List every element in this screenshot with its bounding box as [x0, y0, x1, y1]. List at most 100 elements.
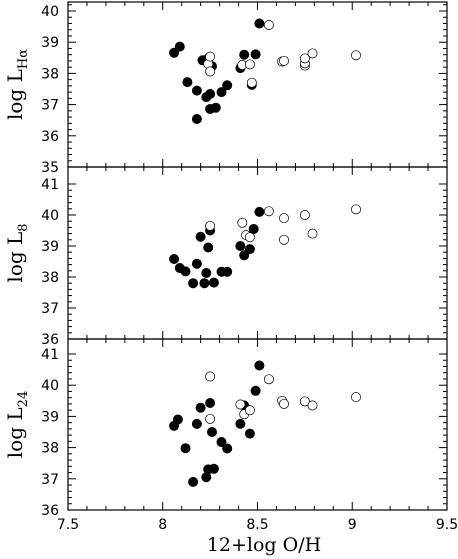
filled-point — [239, 49, 250, 60]
open-point — [263, 20, 274, 30]
y-tick-label: 38 — [41, 441, 59, 457]
filled-point — [199, 278, 210, 289]
x-tick-label: 9 — [348, 517, 357, 533]
filled-point — [235, 240, 246, 251]
filled-point — [203, 242, 214, 253]
y-axis-label-subscript: 8 — [16, 223, 31, 231]
filled-marker-series — [169, 360, 265, 487]
y-axis-label: log LHα — [3, 49, 31, 120]
filled-point — [244, 244, 255, 255]
filled-point — [206, 426, 217, 437]
y-axis-label-main: log L — [3, 232, 27, 283]
open-point — [351, 50, 361, 61]
filled-point — [191, 418, 202, 429]
open-point — [351, 392, 361, 403]
y-axis-label-subscript: 24 — [16, 391, 31, 408]
y-axis-label-main: log L — [3, 69, 27, 120]
x-tick-label: 7.5 — [57, 517, 79, 533]
open-marker-series — [203, 20, 361, 88]
filled-point — [188, 278, 199, 289]
open-point — [244, 59, 255, 70]
y-axis-label: log L8 — [3, 223, 31, 282]
x-ticks — [67, 2, 448, 167]
panel-2: 36 37 38 39 40 41 log L8 — [3, 166, 448, 348]
filled-point — [216, 436, 227, 447]
y-ticks — [68, 183, 447, 340]
open-point — [299, 396, 310, 407]
filled-point — [191, 114, 202, 125]
filled-point — [216, 87, 227, 98]
y-axis-label-subscript: Hα — [16, 49, 31, 69]
x-tick-label: 8.5 — [246, 517, 268, 533]
y-tick-label: 38 — [41, 66, 59, 82]
y-tick-label: 40 — [41, 378, 59, 394]
filled-point — [169, 253, 180, 264]
open-point — [263, 206, 274, 217]
y-tick-label: 37 — [41, 301, 59, 317]
filled-point — [250, 385, 261, 396]
y-tick-label: 40 — [41, 208, 59, 224]
y-tick-label: 38 — [41, 270, 59, 286]
panel-3: 36 37 38 39 40 41 log L24 — [3, 338, 448, 519]
y-tick-label: 39 — [41, 409, 59, 425]
filled-point — [248, 223, 259, 234]
y-tick-label: 40 — [41, 4, 59, 20]
filled-point — [191, 258, 202, 269]
y-tick-label: 36 — [41, 129, 59, 145]
filled-point — [172, 414, 183, 425]
filled-point — [244, 428, 255, 439]
filled-point — [254, 206, 265, 217]
open-point — [279, 55, 289, 66]
open-point — [244, 232, 255, 243]
open-point — [205, 371, 216, 382]
x-tick-label: 9.5 — [436, 517, 458, 533]
filled-marker-series — [169, 206, 265, 289]
open-point — [205, 413, 216, 424]
x-ticks — [67, 339, 448, 510]
open-point — [299, 53, 310, 64]
filled-point — [205, 397, 216, 408]
filled-point — [195, 402, 206, 413]
filled-point — [208, 277, 219, 288]
open-point — [307, 400, 318, 411]
open-point — [205, 220, 216, 231]
open-point — [351, 204, 361, 215]
y-tick-label: 37 — [41, 98, 59, 114]
panel-1: 35 36 37 38 39 40 log LHα — [3, 1, 448, 176]
filled-point — [180, 443, 191, 454]
plot-frame — [67, 166, 448, 340]
filled-point — [239, 250, 250, 261]
y-ticks — [68, 4, 447, 168]
open-point — [205, 51, 216, 62]
x-axis-label: 12+log O/H — [207, 534, 321, 556]
y-ticks — [68, 353, 447, 511]
filled-point — [210, 102, 221, 113]
open-point — [279, 234, 289, 245]
filled-point — [188, 476, 199, 487]
filled-point — [169, 47, 180, 58]
filled-point — [195, 231, 206, 242]
filled-point — [254, 360, 265, 371]
filled-point — [222, 266, 233, 277]
filled-point — [182, 77, 193, 88]
y-axis-label: log L24 — [3, 391, 31, 458]
filled-point — [208, 463, 219, 474]
filled-point — [222, 443, 233, 454]
open-point — [205, 66, 216, 77]
open-point — [244, 405, 255, 416]
filled-point — [235, 418, 246, 429]
x-tick-label: 8 — [158, 517, 167, 533]
open-point — [263, 374, 274, 385]
y-tick-label: 37 — [41, 472, 59, 488]
filled-point — [174, 41, 185, 52]
open-point — [279, 213, 289, 224]
open-marker-series — [205, 371, 361, 424]
filled-point — [201, 267, 212, 278]
open-point — [299, 210, 310, 220]
filled-point — [250, 49, 261, 60]
filled-marker-series — [169, 18, 265, 125]
open-point — [237, 217, 248, 228]
open-point — [235, 399, 246, 410]
filled-point — [222, 80, 233, 91]
